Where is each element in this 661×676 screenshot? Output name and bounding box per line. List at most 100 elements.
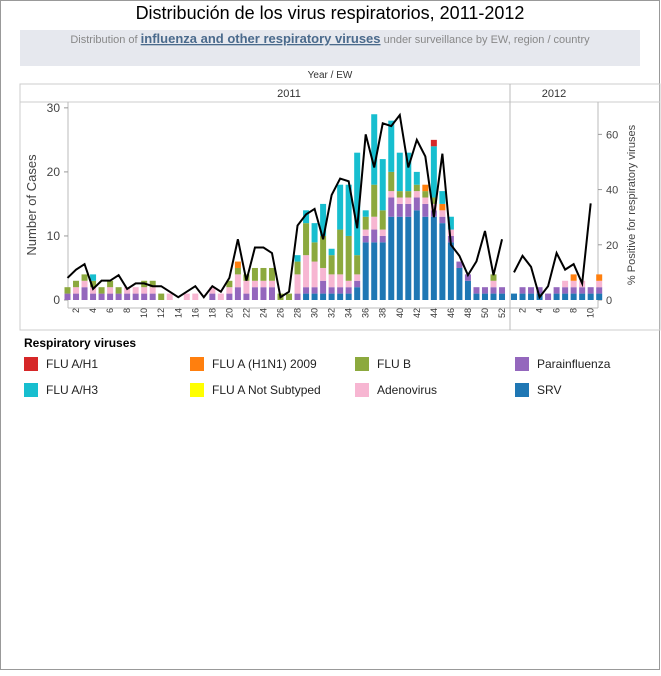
bar-segment: [439, 216, 446, 224]
bar-segment: [124, 293, 131, 300]
bar-segment: [499, 287, 506, 294]
bar-segment: [413, 171, 420, 185]
bar-segment: [311, 293, 318, 300]
bar-segment: [303, 293, 310, 300]
bar-segment: [439, 203, 446, 211]
bar-segment: [490, 280, 497, 288]
bar-segment: [490, 293, 497, 300]
bar-segment: [311, 287, 318, 294]
bar-segment: [439, 223, 446, 300]
bar-segment: [311, 242, 318, 262]
bar-segment: [519, 293, 526, 300]
bar-segment: [371, 242, 378, 300]
bar-segment: [413, 197, 420, 211]
bar-segment: [234, 274, 241, 288]
legend-swatch: [190, 357, 204, 371]
bar-segment: [328, 248, 335, 256]
bar-segment: [251, 267, 258, 281]
percent-positive-line: [513, 203, 592, 300]
bar-segment: [90, 293, 97, 300]
legend-label: Parainfluenza: [537, 357, 611, 371]
bar-segment: [362, 210, 369, 217]
bar-segment: [303, 210, 310, 224]
subtitle-post: under surveillance by EW, region / count…: [381, 34, 591, 46]
bar-segment: [413, 184, 420, 192]
y2-axis-title: % Positive for respiratory viruses: [626, 124, 638, 285]
x-tick-label: 42: [412, 308, 422, 318]
bar-segment: [396, 197, 403, 204]
legend-label: FLU A (H1N1) 2009: [212, 357, 317, 371]
legend-swatch: [355, 357, 369, 371]
legend-swatch: [24, 383, 38, 397]
bar-segment: [183, 293, 190, 300]
bar-segment: [81, 287, 88, 300]
bar-segment: [107, 287, 114, 294]
bar-segment: [90, 287, 97, 294]
group-label: 2012: [542, 88, 566, 100]
bar-segment: [405, 197, 412, 204]
bar-segment: [447, 229, 454, 236]
bar-segment: [490, 274, 497, 281]
bar-segment: [234, 261, 241, 268]
bar-segment: [464, 274, 471, 281]
x-tick-label: 2: [518, 308, 528, 313]
subtitle: Distribution of influenza and other resp…: [70, 31, 590, 46]
bar-segment: [294, 261, 301, 275]
bar-segment: [447, 216, 454, 230]
bar-segment: [430, 197, 437, 204]
bar-segment: [430, 216, 437, 300]
bar-segment: [311, 261, 318, 288]
bar-segment: [337, 293, 344, 300]
bar-segment: [413, 191, 420, 198]
bar-segment: [570, 274, 577, 281]
bar-segment: [405, 152, 412, 192]
x-tick-label: 48: [463, 308, 473, 318]
bar-segment: [562, 287, 569, 294]
x-tick-label: 40: [395, 308, 405, 318]
bar-segment: [596, 274, 603, 281]
bar-segment: [107, 293, 114, 300]
bar-segment: [260, 280, 267, 288]
bar-segment: [260, 287, 267, 300]
bar-segment: [209, 293, 216, 300]
bar-segment: [371, 216, 378, 230]
bar-segment: [345, 184, 352, 236]
bar-segment: [354, 280, 361, 288]
bar-segment: [371, 229, 378, 243]
x-tick-label: 14: [173, 308, 183, 318]
bar-segment: [64, 287, 71, 294]
bar-segment: [570, 287, 577, 294]
x-tick-label: 10: [139, 308, 149, 318]
bar-segment: [217, 293, 224, 300]
legend-label: FLU B: [377, 357, 411, 371]
bar-segment: [388, 197, 395, 217]
bar-segment: [166, 293, 173, 300]
bar-segment: [362, 242, 369, 300]
x-tick-label: 36: [361, 308, 371, 318]
x-tick-label: 4: [88, 308, 98, 313]
bar-segment: [579, 293, 586, 300]
bar-segment: [553, 293, 560, 300]
bar-segment: [596, 293, 603, 300]
bar-segment: [587, 293, 594, 300]
bar-segment: [303, 255, 310, 288]
bar-segment: [354, 152, 361, 256]
bar-segment: [132, 293, 139, 300]
bar-segment: [354, 287, 361, 300]
bar-segment: [511, 293, 517, 300]
chart-frame: [19, 83, 661, 331]
legend-label: FLU A/H1: [46, 357, 98, 371]
x-tick-label: 6: [105, 308, 115, 313]
bar-segment: [345, 235, 352, 281]
bar-segment: [405, 191, 412, 198]
bar-segment: [268, 267, 275, 281]
subtitle-link[interactable]: influenza and other respiratory viruses: [141, 31, 381, 46]
bar-segment: [396, 216, 403, 300]
legend-label: FLU A/H3: [46, 383, 98, 397]
bar-segment: [345, 287, 352, 294]
bar-segment: [234, 267, 241, 275]
bar-segment: [98, 287, 105, 294]
bar-segment: [570, 293, 577, 300]
bar-segment: [251, 280, 258, 288]
bar-segment: [64, 293, 71, 300]
